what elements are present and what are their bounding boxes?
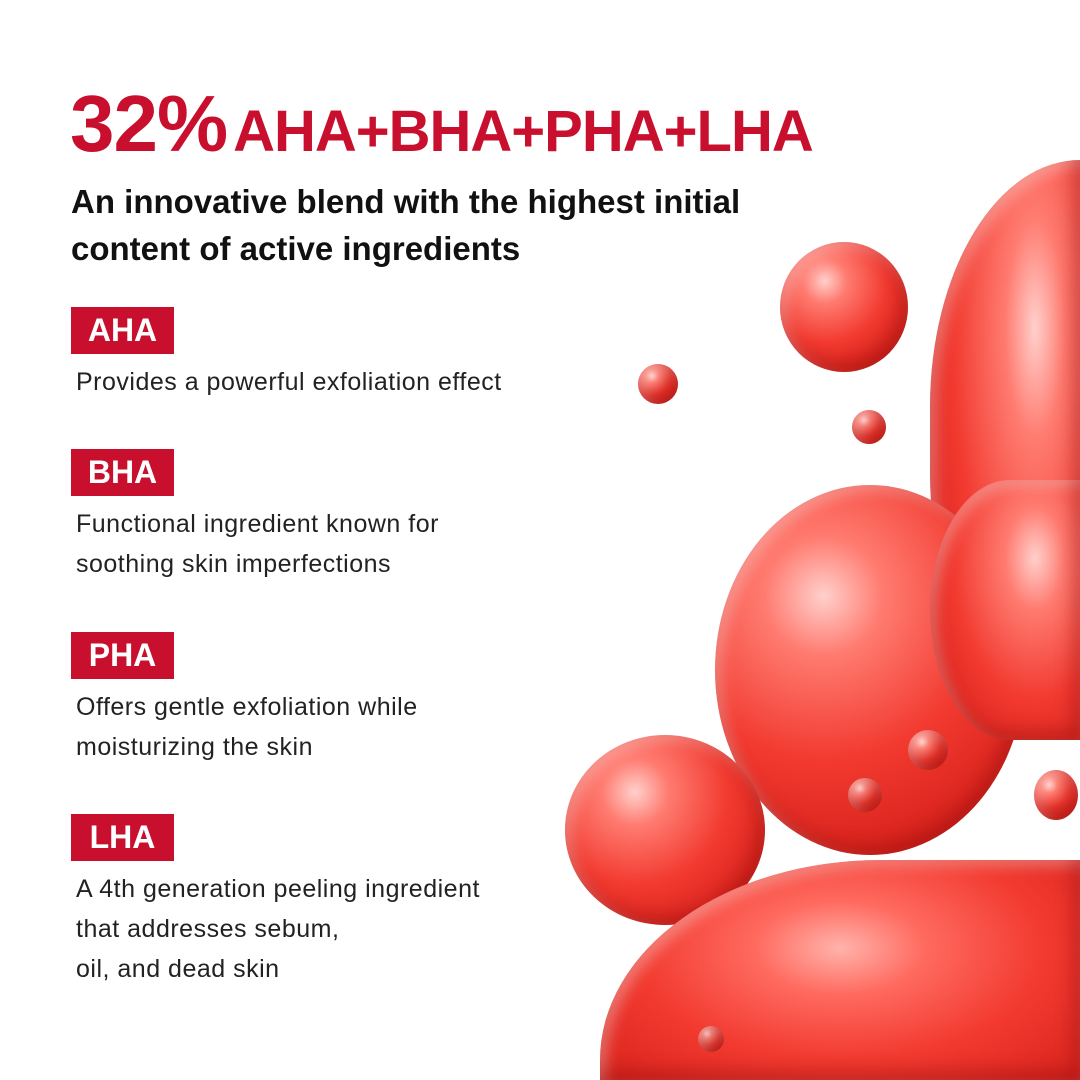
headline-blend: AHA+BHA+PHA+LHA [233,99,814,164]
bubble [930,480,1080,740]
description-aha: Provides a powerful exfoliation effect [76,368,502,396]
bubble [852,410,886,444]
tag-aha: AHA [71,307,174,354]
bubble [698,1026,724,1052]
bubble [908,730,948,770]
bubble [848,778,882,812]
headline: 32% AHA+BHA+PHA+LHA [70,78,814,170]
bubble [1034,770,1078,820]
tag-bha: BHA [71,449,174,496]
bubble [638,364,678,404]
subtitle: An innovative blend with the highest ini… [71,183,741,267]
description-bha: Functional ingredient known for soothing… [76,510,439,578]
tag-pha: PHA [71,632,174,679]
headline-percent: 32% [70,79,228,168]
description-pha: Offers gentle exfoliation while moisturi… [76,693,418,761]
tag-lha: LHA [71,814,174,861]
description-lha: A 4th generation peeling ingredient that… [76,875,480,983]
bubble [780,242,908,372]
